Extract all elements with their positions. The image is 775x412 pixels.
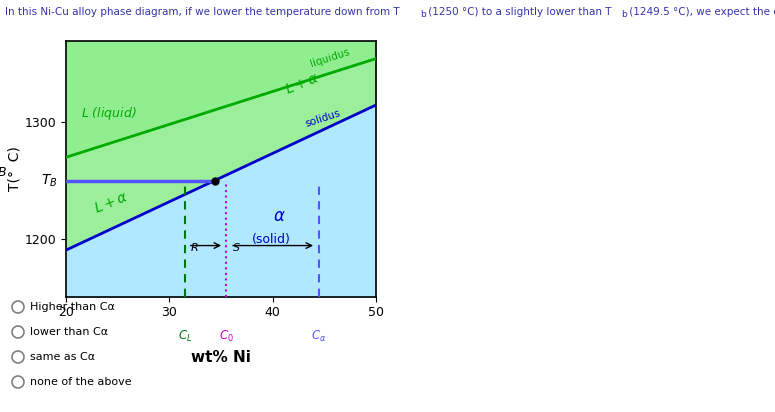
Text: $C_\alpha$: $C_\alpha$ [312, 329, 327, 344]
Text: (1249.5 °C), we expect the compoisiton of solid to be:: (1249.5 °C), we expect the compoisiton o… [626, 7, 775, 17]
Text: same as Cα: same as Cα [30, 352, 95, 362]
Text: Higher than Cα: Higher than Cα [30, 302, 115, 312]
Text: $B$: $B$ [0, 166, 7, 179]
Text: $C_0$: $C_0$ [219, 329, 233, 344]
Text: none of the above: none of the above [30, 377, 132, 387]
Text: b: b [621, 10, 627, 19]
Text: (1250 °C) to a slightly lower than T: (1250 °C) to a slightly lower than T [425, 7, 611, 17]
Text: $S$: $S$ [232, 241, 241, 253]
Text: liquidus: liquidus [308, 47, 351, 69]
Text: $L$ (liquid): $L$ (liquid) [81, 105, 137, 122]
Text: solidus: solidus [304, 108, 342, 129]
Text: $\alpha$: $\alpha$ [273, 207, 285, 225]
Text: tie line: tie line [0, 411, 1, 412]
X-axis label: wt% Ni: wt% Ni [191, 350, 251, 365]
Text: b: b [420, 10, 425, 19]
Text: lower than Cα: lower than Cα [30, 327, 108, 337]
Text: (solid): (solid) [252, 233, 291, 246]
Text: $R$: $R$ [190, 241, 198, 253]
Text: $C_L$: $C_L$ [177, 329, 192, 344]
Text: $L + \alpha$: $L + \alpha$ [91, 190, 130, 216]
Text: $T_B$: $T_B$ [41, 172, 57, 189]
Text: $L + \alpha$: $L + \alpha$ [283, 70, 321, 96]
Text: In this Ni-Cu alloy phase diagram, if we lower the temperature down from T: In this Ni-Cu alloy phase diagram, if we… [5, 7, 400, 17]
Y-axis label: T(°  C): T(° C) [8, 147, 22, 191]
